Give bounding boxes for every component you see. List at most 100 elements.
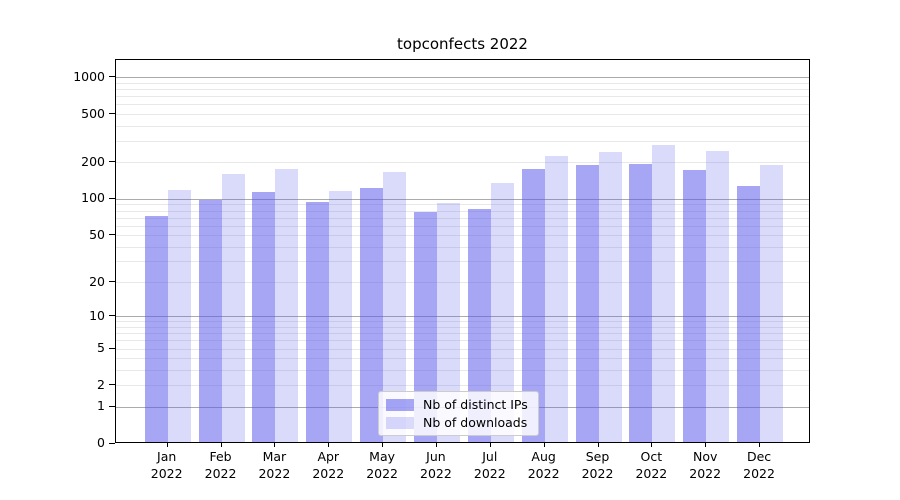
gridline-minor xyxy=(116,162,809,164)
y-tick-label: 2 xyxy=(97,376,105,392)
bar-distinct-ips-jan xyxy=(144,215,168,442)
gridline-minor xyxy=(116,96,809,98)
y-tick-label: 1 xyxy=(97,398,105,414)
gridline-minor xyxy=(116,358,809,360)
y-tick-mark xyxy=(109,405,115,407)
bar-downloads-mar xyxy=(275,168,299,442)
gridline-minor xyxy=(116,327,809,329)
gridline-minor xyxy=(116,204,809,206)
bar-downloads-nov xyxy=(706,151,730,442)
bar-distinct-ips-oct xyxy=(629,164,653,442)
y-tick-mark xyxy=(109,347,115,349)
x-tick-mark xyxy=(651,442,653,447)
bar-downloads-sep xyxy=(598,151,622,442)
x-tick-label-dec: Dec 2022 xyxy=(743,449,775,481)
x-tick-label-oct: Oct 2022 xyxy=(635,449,668,481)
x-tick-label-jan: Jan 2022 xyxy=(150,449,183,481)
y-tick-label: 20 xyxy=(89,273,105,289)
legend-label-downloads: Nb of downloads xyxy=(423,415,528,430)
y-tick-label: 0 xyxy=(97,435,105,450)
gridline-minor xyxy=(116,385,809,387)
gridline-minor xyxy=(116,333,809,335)
y-tick-mark xyxy=(109,161,115,163)
legend-swatch-distinct-ips xyxy=(386,398,414,411)
gridline-minor xyxy=(116,321,809,323)
x-tick-label-apr: Apr 2022 xyxy=(312,449,345,481)
legend: Nb of distinct IPs Nb of downloads xyxy=(378,391,539,436)
bar-downloads-oct xyxy=(652,144,676,442)
gridline-minor xyxy=(116,246,809,248)
gridline-minor xyxy=(116,82,809,84)
y-tick-label: 50 xyxy=(89,226,105,242)
x-tick-mark xyxy=(543,442,545,447)
x-tick-label-nov: Nov 2022 xyxy=(689,449,722,481)
gridline-minor xyxy=(116,210,809,212)
gridline-minor xyxy=(116,89,809,91)
y-tick-label: 200 xyxy=(81,153,105,169)
bar-downloads-aug xyxy=(544,155,568,442)
x-tick-label-sep: Sep 2022 xyxy=(581,449,614,481)
bar-distinct-ips-feb xyxy=(198,200,222,442)
x-tick-mark xyxy=(382,442,384,447)
gridline-minor xyxy=(116,141,809,142)
gridline-minor xyxy=(116,370,809,372)
bar-distinct-ips-nov xyxy=(683,170,707,442)
gridline-minor xyxy=(116,235,809,237)
legend-item-distinct-ips: Nb of distinct IPs xyxy=(386,397,528,412)
y-tick-mark xyxy=(109,197,115,199)
bar-downloads-jul xyxy=(490,182,514,442)
gridline-minor xyxy=(116,261,809,263)
y-tick-mark xyxy=(109,442,115,444)
bar-distinct-ips-jun xyxy=(413,212,437,442)
y-tick-mark xyxy=(109,76,115,78)
x-tick-mark xyxy=(220,442,222,447)
gridline-minor xyxy=(116,114,809,115)
bar-downloads-dec xyxy=(760,164,784,442)
bar-distinct-ips-jul xyxy=(467,208,491,442)
x-tick-mark xyxy=(166,442,168,447)
bar-downloads-feb xyxy=(221,174,245,442)
x-tick-label-feb: Feb 2022 xyxy=(204,449,237,481)
bar-distinct-ips-mar xyxy=(252,192,276,442)
x-tick-label-may: May 2022 xyxy=(366,449,398,481)
gridline-major xyxy=(116,198,809,200)
gridline-major xyxy=(116,316,809,318)
y-tick-mark xyxy=(109,384,115,386)
gridline-minor xyxy=(116,225,809,227)
gridline-minor xyxy=(116,340,809,342)
gridline-minor xyxy=(116,217,809,219)
x-tick-label-mar: Mar 2022 xyxy=(258,449,291,481)
y-tick-label: 10 xyxy=(89,307,105,323)
bar-distinct-ips-apr xyxy=(306,202,330,442)
bar-distinct-ips-may xyxy=(360,187,384,442)
y-tick-label: 500 xyxy=(81,105,105,121)
y-tick-mark xyxy=(109,234,115,236)
y-tick-label: 100 xyxy=(81,190,105,206)
y-tick-label: 1000 xyxy=(73,68,105,84)
gridline-major xyxy=(116,77,809,79)
x-tick-label-jun: Jun 2022 xyxy=(420,449,452,481)
y-tick-mark xyxy=(109,315,115,317)
bar-distinct-ips-aug xyxy=(521,169,545,442)
y-tick-label: 5 xyxy=(97,340,105,356)
gridline-minor xyxy=(116,104,809,106)
bar-downloads-apr xyxy=(329,191,353,442)
x-tick-mark xyxy=(489,442,491,447)
legend-label-distinct-ips: Nb of distinct IPs xyxy=(423,397,528,412)
x-tick-mark xyxy=(597,442,599,447)
x-tick-mark xyxy=(435,442,437,447)
chart-title: topconfects 2022 xyxy=(397,35,528,53)
gridline-minor xyxy=(116,125,809,127)
legend-item-downloads: Nb of downloads xyxy=(386,415,528,430)
bar-downloads-jan xyxy=(167,189,191,442)
plot-area xyxy=(115,59,810,443)
gridline-minor xyxy=(116,348,809,350)
gridline-minor xyxy=(116,282,809,284)
x-tick-mark xyxy=(705,442,707,447)
y-tick-mark xyxy=(109,113,115,114)
bar-distinct-ips-dec xyxy=(737,186,761,442)
bar-distinct-ips-sep xyxy=(575,165,599,442)
x-tick-mark xyxy=(759,442,761,447)
bar-downloads-jun xyxy=(436,203,460,442)
x-tick-mark xyxy=(328,442,330,447)
